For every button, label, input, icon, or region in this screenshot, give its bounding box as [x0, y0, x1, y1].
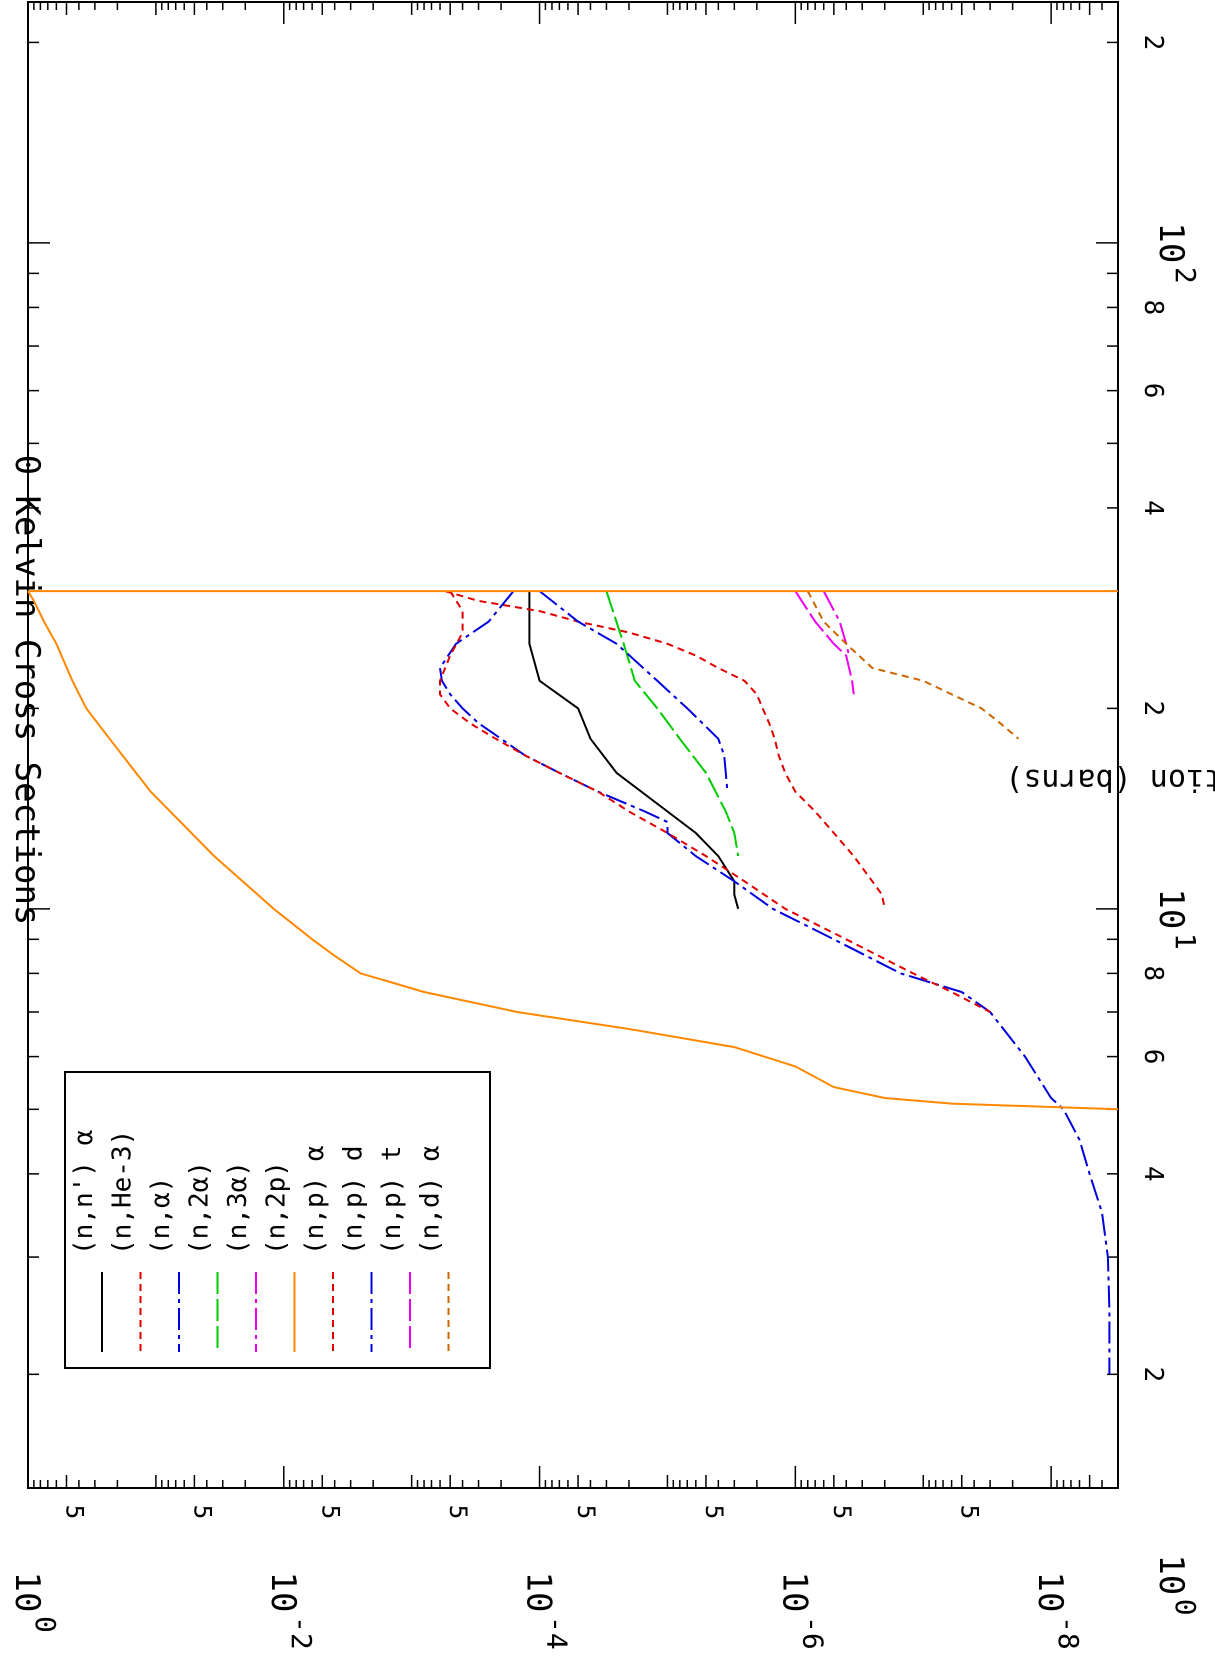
x-tick-label: 2 — [1138, 701, 1168, 717]
y-axis-label-group: Cross Section (barns) — [1005, 762, 1215, 797]
y-major-tick-base: 10 — [774, 1572, 814, 1613]
legend-label: (n,He-3) — [108, 1130, 138, 1255]
y-major-tick-base: 10 — [263, 1572, 303, 1613]
y-major-tick-exp: -2 — [285, 1616, 318, 1650]
series-line-3 — [605, 590, 740, 857]
x-major-tick-exp: 0 — [1169, 1599, 1202, 1616]
x-tick-label: 6 — [1138, 1049, 1168, 1065]
legend-label: (n,p) t — [377, 1145, 407, 1255]
legend-label: (n,2α) — [185, 1161, 215, 1255]
legend-label: (n,3α) — [223, 1161, 253, 1255]
series-lines — [27, 590, 1119, 1375]
x-tick-label: 6 — [1138, 383, 1168, 399]
y-major-tick-label: 100 — [7, 1572, 62, 1633]
y-major-tick-label: 10-6 — [774, 1572, 829, 1650]
x-major-tick-base: 10 — [1151, 1554, 1191, 1595]
y-tick-label: 5 — [956, 1505, 984, 1519]
x-tick-label: 2 — [1138, 35, 1168, 51]
legend-label: (n,n') α — [69, 1130, 99, 1255]
y-axis-label: Cross Section (barns) — [1005, 762, 1215, 797]
series-line-5 — [27, 590, 1119, 1111]
y-major-tick-exp: -8 — [1052, 1616, 1085, 1650]
y-tick-label: 5 — [700, 1505, 728, 1519]
x-major-tick-label: 102 — [1151, 222, 1202, 283]
y-major-tick-label: 10-4 — [519, 1572, 574, 1650]
plot-frame — [27, 1, 1119, 1489]
y-tick-label: 5 — [60, 1505, 88, 1519]
series-line-6 — [439, 590, 991, 1013]
y-tick-label: 5 — [828, 1505, 856, 1519]
series-line-2 — [438, 590, 1111, 1375]
legend-box — [64, 1071, 491, 1369]
x-major-tick-label: 101 — [1151, 888, 1202, 949]
x-major-tick-exp: 1 — [1169, 933, 1202, 950]
series-line-7 — [538, 590, 729, 792]
x-tick-label: 8 — [1138, 966, 1168, 982]
y-tick-label: 5 — [572, 1505, 600, 1519]
legend-label: (n,d) α — [416, 1145, 446, 1255]
series-line-4 — [822, 590, 851, 656]
y-major-tick-label: 10-8 — [1030, 1572, 1085, 1650]
series-line-0 — [528, 591, 740, 910]
x-tick-label: 4 — [1138, 500, 1168, 516]
legend: (n,n') α (n,He-3) (n,α) (n,2α) (n,3α) (n,2p) (… — [64, 1071, 491, 1369]
legend-label: (n,α) — [146, 1177, 176, 1255]
y-tick-label: 5 — [188, 1505, 216, 1519]
x-major-tick-exp: 2 — [1169, 267, 1202, 284]
y-major-tick-label: 10-2 — [263, 1572, 318, 1650]
y-major-tick-exp: -4 — [541, 1616, 574, 1650]
series-line-1 — [444, 590, 886, 909]
y-tick-label: 5 — [444, 1505, 472, 1519]
x-tick-label: 4 — [1138, 1166, 1168, 1182]
y-tick-label: 5 — [316, 1505, 344, 1519]
x-major-tick-label: 100 — [1151, 1554, 1202, 1615]
y-major-tick-base: 10 — [1030, 1572, 1070, 1613]
x-tick-label: 2 — [1138, 1366, 1168, 1382]
x-tick-label: 8 — [1138, 300, 1168, 316]
y-major-tick-exp: -6 — [796, 1616, 829, 1650]
legend-label: (n,2p) — [262, 1161, 292, 1255]
x-major-tick-base: 10 — [1151, 888, 1191, 929]
y-major-tick-exp: 0 — [29, 1616, 62, 1633]
x-major-tick-base: 10 — [1151, 222, 1191, 263]
series-line-9 — [806, 590, 1020, 740]
legend-label: (n,p) d — [339, 1145, 369, 1255]
legend-label: (n,p) α — [300, 1145, 330, 1255]
series-line-8 — [794, 590, 855, 695]
y-major-tick-base: 10 — [7, 1572, 47, 1613]
y-major-tick-base: 10 — [519, 1572, 559, 1613]
axis-ticks — [27, 2, 1119, 1488]
